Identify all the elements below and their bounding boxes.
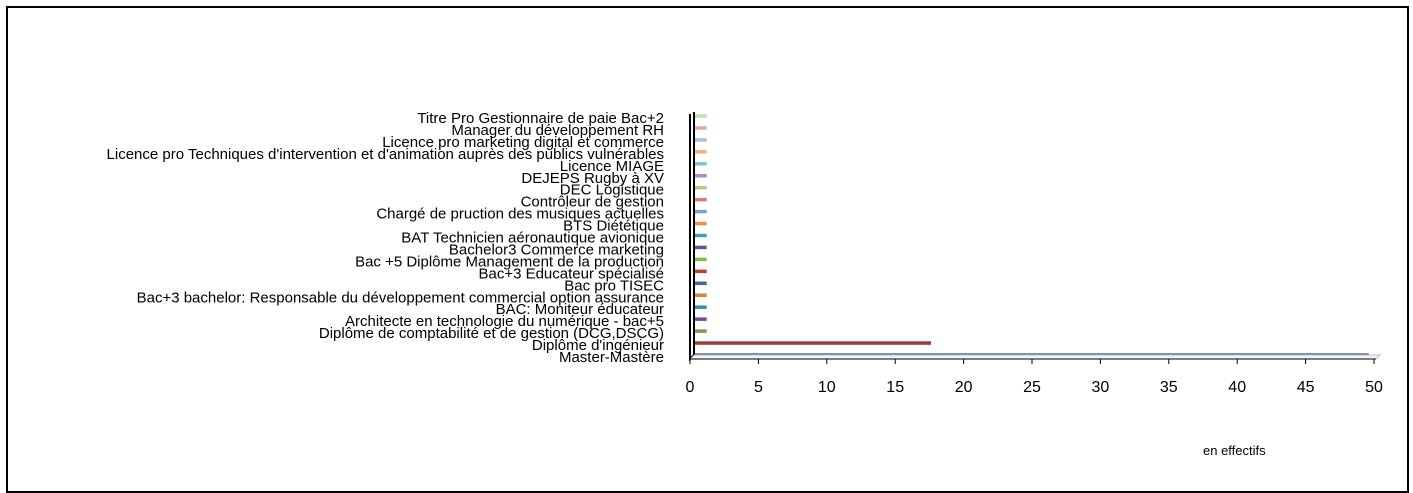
bar	[694, 269, 707, 274]
category-label: Licence pro Techniques d'intervention et…	[107, 146, 664, 163]
category-label: Diplôme d'ingénieur	[532, 337, 664, 354]
x-tick-label: 0	[686, 379, 695, 396]
axes-group	[689, 112, 1382, 364]
category-label: DEC Logistique	[560, 182, 664, 199]
x-tick-label: 25	[1023, 379, 1041, 396]
category-label: Contrôleur de gestion	[521, 194, 664, 211]
bar	[694, 245, 707, 250]
bar	[694, 138, 707, 142]
category-label: Bac+3 Educateur spécialisé	[478, 265, 664, 282]
y-axis-line	[689, 112, 695, 362]
category-label: Manager du développement RH	[451, 122, 664, 139]
category-label: Bac pro TISEC	[564, 277, 664, 294]
bar	[694, 281, 707, 286]
bar	[694, 185, 707, 190]
bar	[694, 329, 707, 333]
bar	[694, 257, 707, 262]
x-tick-label: 15	[886, 379, 904, 396]
x-tick-label: 50	[1365, 379, 1383, 396]
bar	[694, 197, 707, 202]
bar	[694, 305, 707, 309]
category-label: Architecte en technologie du numérique -…	[345, 313, 664, 330]
bar	[694, 209, 707, 214]
category-label: DEJEPS Rugby à XV	[521, 170, 664, 187]
category-label: Bac+3 bachelor: Responsable du développe…	[137, 289, 664, 306]
chart-frame	[6, 6, 1409, 493]
x-tick-label: 5	[754, 379, 763, 396]
category-label: Licence MIAGE	[560, 158, 664, 175]
bar	[694, 114, 707, 118]
bars-group	[694, 114, 1369, 357]
x-tick-label: 40	[1228, 379, 1246, 396]
category-label: BTS Diététique	[563, 218, 664, 235]
category-label: Master-Mastère	[559, 349, 664, 366]
category-label: Diplôme de comptabilité et de gestion (D…	[319, 325, 664, 342]
units-note: en effectifs	[1203, 443, 1266, 458]
x-tick-label: 30	[1092, 379, 1110, 396]
x-tick-label: 35	[1160, 379, 1178, 396]
category-label: BAT Technicien aéronautique avionique	[401, 230, 664, 247]
category-label: Titre Pro Gestionnaire de paie Bac+2	[417, 110, 664, 127]
x-tick-label: 10	[818, 379, 836, 396]
x-axis-floor	[690, 354, 1382, 360]
x-tick-labels: 0 5 10 15 20 25 30 35 40 45 50	[686, 379, 1383, 396]
bar	[694, 150, 707, 154]
bar	[694, 233, 707, 238]
bar	[694, 341, 932, 345]
x-tick-label: 45	[1297, 379, 1315, 396]
bar	[694, 317, 707, 321]
category-label: Bachelor3 Commerce marketing	[449, 241, 664, 258]
category-label: Bac +5 Diplôme Management de la producti…	[355, 253, 664, 270]
category-label: BAC: Moniteur éducateur	[496, 301, 664, 318]
bar	[694, 221, 707, 226]
bar	[694, 174, 707, 178]
bar	[694, 162, 707, 166]
bar	[694, 293, 707, 297]
bar	[694, 126, 707, 130]
x-tick-label: 20	[955, 379, 973, 396]
category-label: Licence pro marketing digital et commerc…	[382, 134, 664, 151]
category-label: Chargé de pruction des musiques actuelle…	[376, 206, 664, 223]
